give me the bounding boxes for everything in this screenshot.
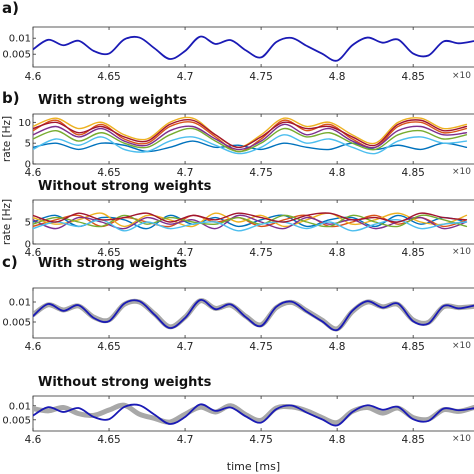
y-tick-label: 5 xyxy=(25,218,31,229)
panel-title: Without strong weights xyxy=(38,179,212,194)
x-tick-label: 4.85 xyxy=(401,247,424,259)
x-exponent-label: ×10 xyxy=(452,434,471,444)
x-tick-label: 4.6 xyxy=(25,167,42,179)
panel-label-b: b) xyxy=(2,89,20,107)
x-tick-label: 4.75 xyxy=(249,71,272,83)
y-tick-label: 0.01 xyxy=(9,298,31,309)
panel-label-c: c) xyxy=(2,253,18,271)
rate-line-4 xyxy=(33,123,468,151)
rate-line-7 xyxy=(33,118,468,149)
plot-area-frame xyxy=(32,26,474,68)
rate-line-3 xyxy=(33,212,468,228)
x-tick-label: 4.6 xyxy=(25,247,42,259)
x-exponent-label: ×10 xyxy=(452,167,471,177)
x-tick-label: 4.8 xyxy=(329,434,346,446)
x-tick-label: 4.75 xyxy=(249,341,272,353)
x-tick-label: 4.85 xyxy=(401,341,424,353)
y-tick-label: 0 xyxy=(25,160,31,171)
panel-title: Without strong weights xyxy=(38,375,212,390)
x-tick-label: 4.65 xyxy=(97,167,120,179)
y-tick-label: 0 xyxy=(25,240,31,251)
x-tick-label: 4.8 xyxy=(329,167,346,179)
x-exponent-label: ×10 xyxy=(452,341,471,351)
x-exponent-label: ×10 xyxy=(452,71,471,81)
x-tick-label: 4.7 xyxy=(177,341,194,353)
x-tick-label: 4.75 xyxy=(249,167,272,179)
panel-title: With strong weights xyxy=(38,256,187,271)
y-tick-label: 0.005 xyxy=(2,415,31,426)
target-signal-line xyxy=(33,299,474,332)
chart-c2: Without strong weights 4.6 4.65 4.7 4.75 4.8 4… xyxy=(2,375,474,473)
y-tick-label: 0.005 xyxy=(2,50,31,61)
x-tick-label: 4.65 xyxy=(97,247,120,259)
rate-line-6 xyxy=(33,134,468,155)
y-tick-label: 0.01 xyxy=(9,401,31,412)
x-tick-label: 4.7 xyxy=(177,247,194,259)
x-tick-label: 4.75 xyxy=(249,247,272,259)
target-signal-line xyxy=(33,403,474,427)
rate-line-5 xyxy=(33,127,468,153)
x-tick-label: 4.8 xyxy=(329,71,346,83)
x-tick-label: 4.7 xyxy=(177,167,194,179)
y-tick-label: 0.005 xyxy=(2,318,31,329)
x-tick-label: 4.75 xyxy=(249,434,272,446)
y-tick-label: 10 xyxy=(18,118,31,129)
panel-title: With strong weights xyxy=(38,93,187,108)
x-tick-label: 4.8 xyxy=(329,247,346,259)
y-axis-label: rate [Hz] xyxy=(1,199,13,245)
x-tick-label: 4.65 xyxy=(97,341,120,353)
x-tick-label: 4.85 xyxy=(401,434,424,446)
y-axis-label: rate [Hz] xyxy=(1,116,13,162)
x-tick-label: 4.85 xyxy=(401,71,424,83)
x-tick-label: 4.85 xyxy=(401,167,424,179)
x-exponent-label: ×10 xyxy=(452,247,471,257)
x-tick-label: 4.6 xyxy=(25,341,42,353)
y-tick-label: 5 xyxy=(25,139,31,150)
chart-b2: Without strong weights 4.6 4.65 4.7 4.75 4.8 4… xyxy=(1,179,474,259)
rate-line-7 xyxy=(33,212,468,223)
rate-line-1 xyxy=(33,214,468,230)
y-tick-label: 0.01 xyxy=(9,34,31,45)
chart-b1: With strong weights 4.6 4.65 4.7 4.75 4.8 4.85… xyxy=(1,93,474,179)
target-signal-line xyxy=(33,35,474,62)
x-tick-label: 4.7 xyxy=(177,71,194,83)
rate-line-5 xyxy=(33,214,468,228)
x-tick-label: 4.6 xyxy=(25,434,42,446)
x-tick-label: 4.65 xyxy=(97,71,120,83)
x-tick-label: 4.65 xyxy=(97,434,120,446)
x-axis-label: time [ms] xyxy=(227,460,280,473)
x-tick-label: 4.6 xyxy=(25,71,42,83)
panel-label-a: a) xyxy=(2,0,19,17)
x-tick-label: 4.7 xyxy=(177,434,194,446)
plot-area-frame xyxy=(32,287,474,339)
plot-area-frame xyxy=(32,113,474,165)
chart-a: 4.6 4.65 4.7 4.75 4.8 4.85 ×10 0.005 0.01 xyxy=(2,26,474,83)
chart-c1: With strong weights 4.6 4.65 4.7 4.75 4.8 4.85… xyxy=(2,256,474,353)
x-tick-label: 4.8 xyxy=(329,341,346,353)
